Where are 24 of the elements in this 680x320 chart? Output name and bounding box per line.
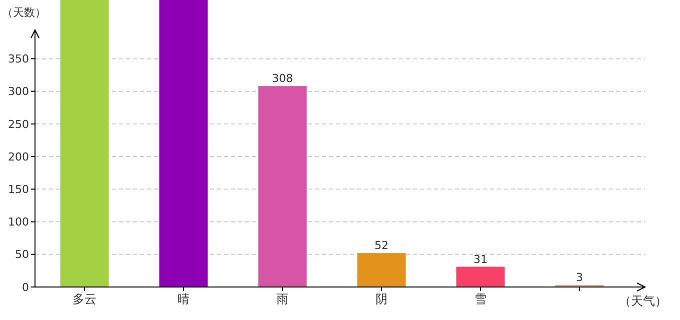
x-axis-title: （天气）: [619, 294, 667, 308]
bar: [456, 266, 505, 287]
x-tick-label: 阴: [376, 292, 388, 306]
data-label: 31: [474, 252, 488, 266]
x-tick-label: 多云: [72, 292, 96, 306]
y-axis-title: （天数）: [2, 6, 46, 19]
y-tick-label: 200: [8, 150, 29, 164]
y-tick-label: 300: [8, 85, 29, 98]
bar: [60, 0, 109, 287]
data-label: 308: [272, 72, 293, 86]
data-label: 3: [576, 271, 583, 284]
y-tick-label: 250: [8, 118, 29, 131]
y-tick-label: 50: [15, 248, 29, 262]
y-tick-label: 0: [22, 280, 29, 294]
y-tick-label: 350: [8, 52, 29, 66]
x-tick-label: 雨: [276, 292, 288, 306]
bar: [159, 0, 208, 287]
y-tick-label: 150: [8, 183, 29, 196]
bar: [357, 253, 406, 287]
data-label: 52: [374, 239, 388, 252]
bar: [258, 86, 307, 287]
x-tick-label: 雪: [474, 292, 486, 306]
x-tick-label: 晴: [178, 292, 190, 306]
y-tick-label: 100: [8, 216, 29, 229]
